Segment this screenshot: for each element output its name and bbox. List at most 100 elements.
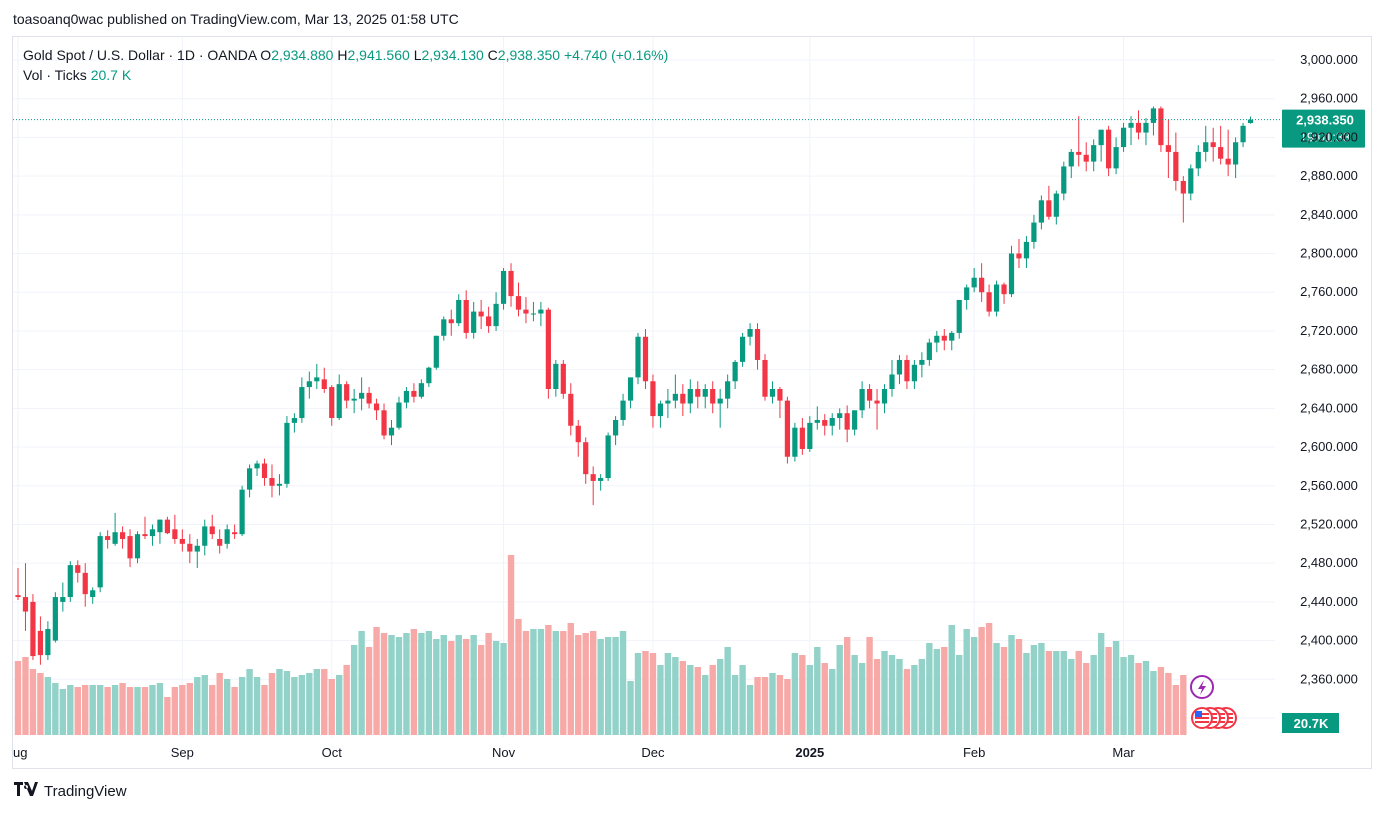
candle[interactable] xyxy=(463,290,469,339)
candle[interactable] xyxy=(620,393,626,426)
candle[interactable] xyxy=(680,384,686,417)
candle[interactable] xyxy=(500,268,507,310)
candle[interactable] xyxy=(209,514,215,539)
candle[interactable] xyxy=(769,381,776,404)
candle[interactable] xyxy=(1128,116,1134,146)
candle[interactable] xyxy=(538,301,544,327)
candle[interactable] xyxy=(866,384,873,409)
symbol-title[interactable]: Gold Spot / U.S. Dollar · 1D · OANDA xyxy=(23,47,257,63)
candle[interactable] xyxy=(493,292,499,331)
candle[interactable] xyxy=(530,301,537,322)
candle[interactable] xyxy=(1195,145,1201,177)
candle[interactable] xyxy=(366,387,372,409)
candle[interactable] xyxy=(941,329,947,351)
candle[interactable] xyxy=(1068,149,1074,179)
candle[interactable] xyxy=(344,381,350,409)
last-price-badge[interactable]: 2,938.350 19:01:33 xyxy=(1282,109,1365,148)
candle[interactable] xyxy=(979,263,985,302)
candle[interactable] xyxy=(269,464,275,498)
candle[interactable] xyxy=(142,516,148,539)
candle[interactable] xyxy=(299,377,305,423)
candle[interactable] xyxy=(807,416,813,452)
candle[interactable] xyxy=(874,389,880,430)
candle[interactable] xyxy=(1180,176,1186,223)
candle[interactable] xyxy=(1158,106,1164,152)
candle[interactable] xyxy=(381,403,387,440)
candle[interactable] xyxy=(934,330,940,353)
candle[interactable] xyxy=(202,519,208,556)
candle[interactable] xyxy=(732,359,738,389)
candle[interactable] xyxy=(971,268,977,293)
candle[interactable] xyxy=(1188,164,1194,201)
candle[interactable] xyxy=(284,416,290,488)
candle[interactable] xyxy=(1165,119,1171,179)
candle[interactable] xyxy=(762,354,768,401)
candle[interactable] xyxy=(598,474,604,491)
candle[interactable] xyxy=(710,381,716,414)
candle[interactable] xyxy=(642,329,649,389)
candle[interactable] xyxy=(553,359,559,397)
candle[interactable] xyxy=(1008,245,1015,298)
candle[interactable] xyxy=(478,299,484,330)
candle[interactable] xyxy=(1135,110,1142,140)
candle[interactable] xyxy=(605,432,611,481)
candle[interactable] xyxy=(1046,185,1052,220)
candle[interactable] xyxy=(351,389,357,414)
candle[interactable] xyxy=(276,474,283,496)
candle[interactable] xyxy=(1106,125,1112,177)
candle[interactable] xyxy=(1076,116,1082,167)
candle[interactable] xyxy=(911,359,917,389)
candle[interactable] xyxy=(695,381,701,409)
candle[interactable] xyxy=(739,332,746,367)
candle[interactable] xyxy=(45,621,51,660)
candle[interactable] xyxy=(560,359,566,399)
candle[interactable] xyxy=(672,374,678,409)
candle[interactable] xyxy=(172,514,178,544)
candle[interactable] xyxy=(314,363,320,389)
candle[interactable] xyxy=(1001,282,1007,304)
candle[interactable] xyxy=(441,316,447,341)
candle[interactable] xyxy=(1218,125,1224,165)
candle[interactable] xyxy=(568,383,574,436)
candle[interactable] xyxy=(1247,116,1254,124)
candle[interactable] xyxy=(1023,236,1030,269)
candle[interactable] xyxy=(881,384,888,414)
chart-frame[interactable] xyxy=(12,36,1372,769)
candle[interactable] xyxy=(1225,129,1231,177)
candle[interactable] xyxy=(224,524,230,549)
candle[interactable] xyxy=(747,323,753,346)
candle[interactable] xyxy=(97,532,103,593)
candle[interactable] xyxy=(1031,214,1037,249)
candle[interactable] xyxy=(687,379,693,414)
candle[interactable] xyxy=(105,530,111,549)
candle[interactable] xyxy=(75,560,81,583)
candle[interactable] xyxy=(164,516,170,535)
candle[interactable] xyxy=(112,512,118,546)
candle[interactable] xyxy=(627,377,634,409)
candle[interactable] xyxy=(52,592,58,643)
candle[interactable] xyxy=(508,263,514,307)
candle[interactable] xyxy=(777,387,783,419)
candle[interactable] xyxy=(239,485,245,537)
candle[interactable] xyxy=(956,299,962,339)
candle[interactable] xyxy=(486,306,492,333)
candle[interactable] xyxy=(1053,190,1059,225)
volume-badge[interactable]: 20.7K xyxy=(1282,713,1339,733)
candle[interactable] xyxy=(179,529,185,552)
candle[interactable] xyxy=(448,309,454,336)
candle[interactable] xyxy=(1240,122,1246,148)
candle[interactable] xyxy=(246,464,253,498)
candle[interactable] xyxy=(650,374,656,428)
candle[interactable] xyxy=(896,355,903,385)
candle[interactable] xyxy=(784,396,791,464)
candle[interactable] xyxy=(837,408,843,430)
candle[interactable] xyxy=(590,466,596,506)
candle[interactable] xyxy=(725,374,731,409)
candle[interactable] xyxy=(157,519,163,544)
candle[interactable] xyxy=(1203,125,1209,162)
candle[interactable] xyxy=(67,561,73,602)
candle[interactable] xyxy=(194,538,200,569)
candle[interactable] xyxy=(1113,137,1119,175)
candle[interactable] xyxy=(306,371,312,399)
candle[interactable] xyxy=(15,568,21,600)
